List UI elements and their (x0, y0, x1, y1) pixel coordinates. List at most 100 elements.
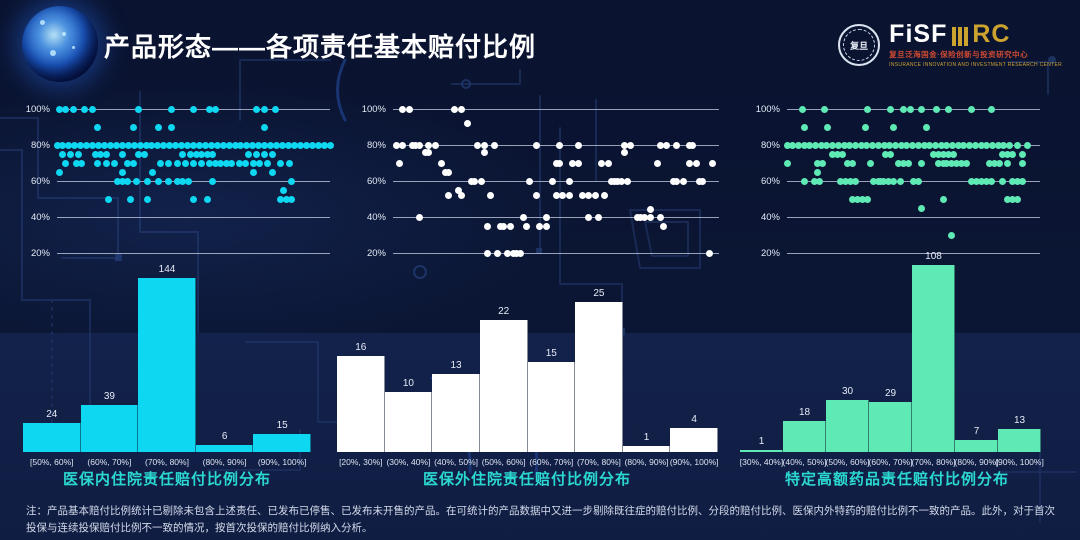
scatter-dot (267, 141, 275, 149)
bar-value-label: 30 (841, 386, 854, 398)
scatter-gridline (57, 253, 330, 254)
bar-category-label: (40%, 50%] (782, 457, 827, 467)
scatter-dot (834, 150, 842, 158)
scatter-dot (290, 141, 298, 149)
scatter-dot (899, 105, 907, 113)
scatter-dot (296, 141, 304, 149)
scatter-dot (209, 150, 217, 158)
scatter-dot (149, 168, 157, 176)
scatter-dot (647, 213, 655, 221)
scatter-dot (849, 159, 857, 167)
scatter-dot (823, 141, 831, 149)
seal-text: 复旦 (843, 29, 876, 61)
scatter-dot (65, 141, 73, 149)
scatter-dot (94, 159, 102, 167)
scatter-dot (823, 123, 831, 131)
scatter-dot (198, 150, 206, 158)
scatter-dot (203, 195, 211, 203)
scatter-dot (620, 148, 628, 156)
scatter-dot (75, 150, 83, 158)
scatter-dot (565, 191, 573, 199)
scatter-gridline (393, 109, 719, 110)
scatter-dot (656, 141, 664, 149)
scatter-dot (178, 141, 186, 149)
scatter-dot (869, 177, 877, 185)
scatter-dot (899, 159, 907, 167)
scatter-dot (157, 159, 165, 167)
scatter-dot (864, 105, 872, 113)
scatter-dot (958, 159, 966, 167)
scatter-dot (930, 150, 938, 158)
scatter-dot (585, 191, 593, 199)
scatter-dot (83, 141, 91, 149)
brand-rc: RC (972, 20, 1011, 48)
scatter-dot (914, 141, 922, 149)
histogram-bar (23, 423, 81, 452)
scatter-dot (536, 222, 544, 230)
scatter-dot (915, 177, 923, 185)
scatter-dot (627, 141, 635, 149)
scatter-dot (705, 249, 713, 257)
scatter-dot (917, 204, 925, 212)
scatter-dot (250, 159, 258, 167)
scatter-dot (190, 159, 197, 167)
scatter-dot (284, 141, 292, 149)
scatter-dot (399, 141, 407, 149)
scatter-ytick-label: 100% (25, 103, 50, 115)
scatter-dot (813, 159, 821, 167)
scatter-dot (129, 123, 137, 131)
bar-category-label: (80%, 90%] (624, 457, 669, 467)
scatter-dot (1013, 195, 1021, 203)
bar-value-label: 15 (276, 419, 288, 431)
scatter-dot (124, 177, 132, 185)
scatter-ytick-label: 20% (30, 247, 50, 259)
scatter-dot (61, 159, 69, 167)
scatter-dot (326, 141, 334, 149)
scatter-dot (653, 159, 661, 167)
scatter-dot (127, 195, 135, 203)
scatter-dot (983, 141, 991, 149)
scatter-dot (130, 141, 138, 149)
scatter-ytick-label: 40% (366, 211, 386, 223)
scatter-dot (844, 159, 852, 167)
scatter-dot (273, 141, 281, 149)
scatter-dot (812, 141, 820, 149)
scatter-dot (260, 123, 268, 131)
bar-value-label: 25 (593, 288, 605, 299)
scatter-dot (601, 191, 609, 199)
scatter-ytick-label: 100% (361, 103, 386, 115)
scatter-dot (523, 222, 531, 230)
fisf-logo: 复旦 FiSF RC 复旦泛海国金·保险创新与投资研究中心 INSURANCE … (838, 22, 1062, 68)
scatter-ytick-label: 60% (760, 175, 780, 187)
scatter-dot (269, 150, 277, 158)
scatter-dot (846, 141, 854, 149)
scatter-dot (69, 105, 77, 113)
scatter-dot (1000, 141, 1008, 149)
scatter-dot (598, 159, 606, 167)
scatter-dot (119, 150, 127, 158)
scatter-dot (95, 141, 103, 149)
scatter-dot (943, 141, 951, 149)
scatter-dot (996, 159, 1004, 167)
histogram-bar (479, 320, 528, 452)
scatter-dot (947, 231, 955, 239)
scatter-dot (817, 141, 825, 149)
scatter-dot (904, 159, 912, 167)
scatter-dot (811, 177, 819, 185)
scatter-dot (851, 177, 859, 185)
scatter-ytick-label: 60% (366, 175, 386, 187)
scatter-dot (172, 141, 180, 149)
scatter-dot (640, 213, 648, 221)
scatter-dot (110, 159, 118, 167)
scatter-dot (252, 150, 260, 158)
scatter-dot (798, 105, 806, 113)
scatter-gridline (393, 217, 719, 218)
scatter-dot (67, 150, 75, 158)
scatter-dot (708, 159, 716, 167)
scatter-dot (818, 159, 826, 167)
scatter-dot (836, 177, 844, 185)
scatter-dot (184, 177, 192, 185)
scatter-dot (237, 141, 245, 149)
scatter-dot (132, 177, 140, 185)
scatter-ytick-label: 20% (366, 247, 386, 259)
